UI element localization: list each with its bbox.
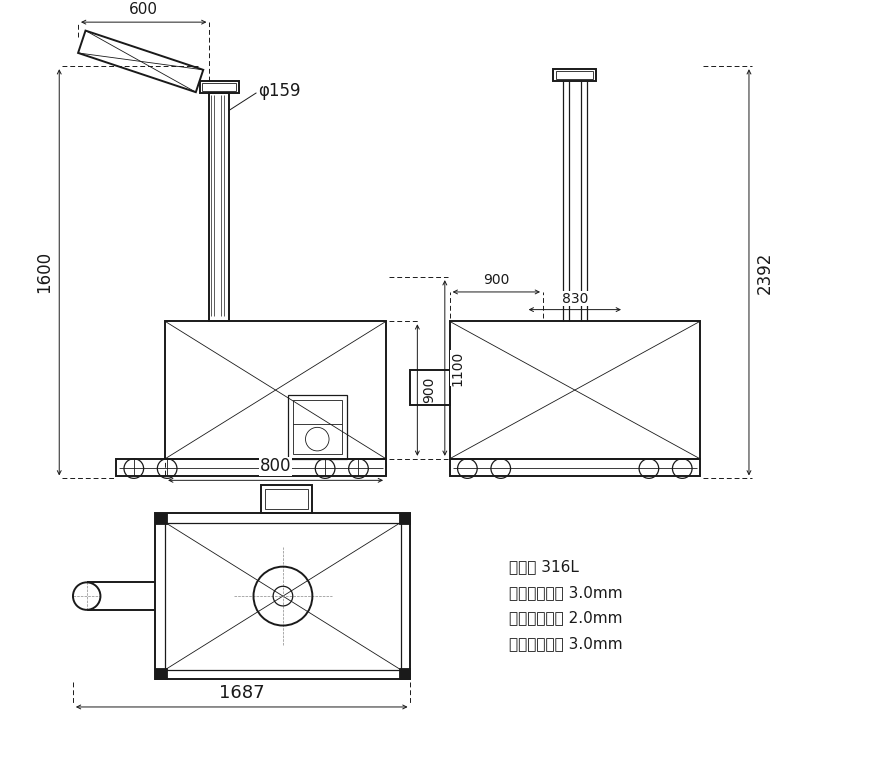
Bar [410, 371, 449, 405]
Text: 600: 600 [129, 2, 159, 17]
Bar [165, 322, 386, 459]
Bar [287, 395, 347, 459]
Text: 900: 900 [422, 377, 436, 404]
Bar [399, 513, 410, 524]
Bar [116, 459, 386, 477]
Bar [202, 83, 236, 91]
Text: 2392: 2392 [756, 251, 773, 294]
Bar [266, 489, 308, 509]
Text: 螺旋管壁厕： 3.0mm: 螺旋管壁厕： 3.0mm [509, 585, 622, 600]
Bar [449, 322, 700, 459]
Bar [209, 93, 229, 322]
Bar [165, 523, 401, 670]
Text: 1687: 1687 [219, 684, 265, 702]
Bar [449, 459, 700, 477]
Text: 材质： 316L: 材质： 316L [509, 559, 578, 574]
Bar [261, 485, 313, 513]
Text: 830: 830 [562, 291, 588, 305]
Bar [293, 400, 341, 454]
Bar [155, 513, 410, 679]
Bar [399, 668, 410, 679]
Bar [199, 81, 239, 93]
Text: 1600: 1600 [36, 252, 53, 294]
Text: 1100: 1100 [450, 351, 464, 386]
Bar [553, 69, 597, 81]
Text: φ159: φ159 [259, 82, 300, 100]
Text: 螺旋叶片厕： 3.0mm: 螺旋叶片厕： 3.0mm [509, 636, 622, 650]
Text: 储料仓板厕： 2.0mm: 储料仓板厕： 2.0mm [509, 610, 622, 626]
Bar [155, 668, 167, 679]
Text: 900: 900 [483, 273, 510, 287]
Bar [155, 513, 167, 524]
Text: 800: 800 [260, 457, 291, 475]
Bar [557, 71, 593, 79]
